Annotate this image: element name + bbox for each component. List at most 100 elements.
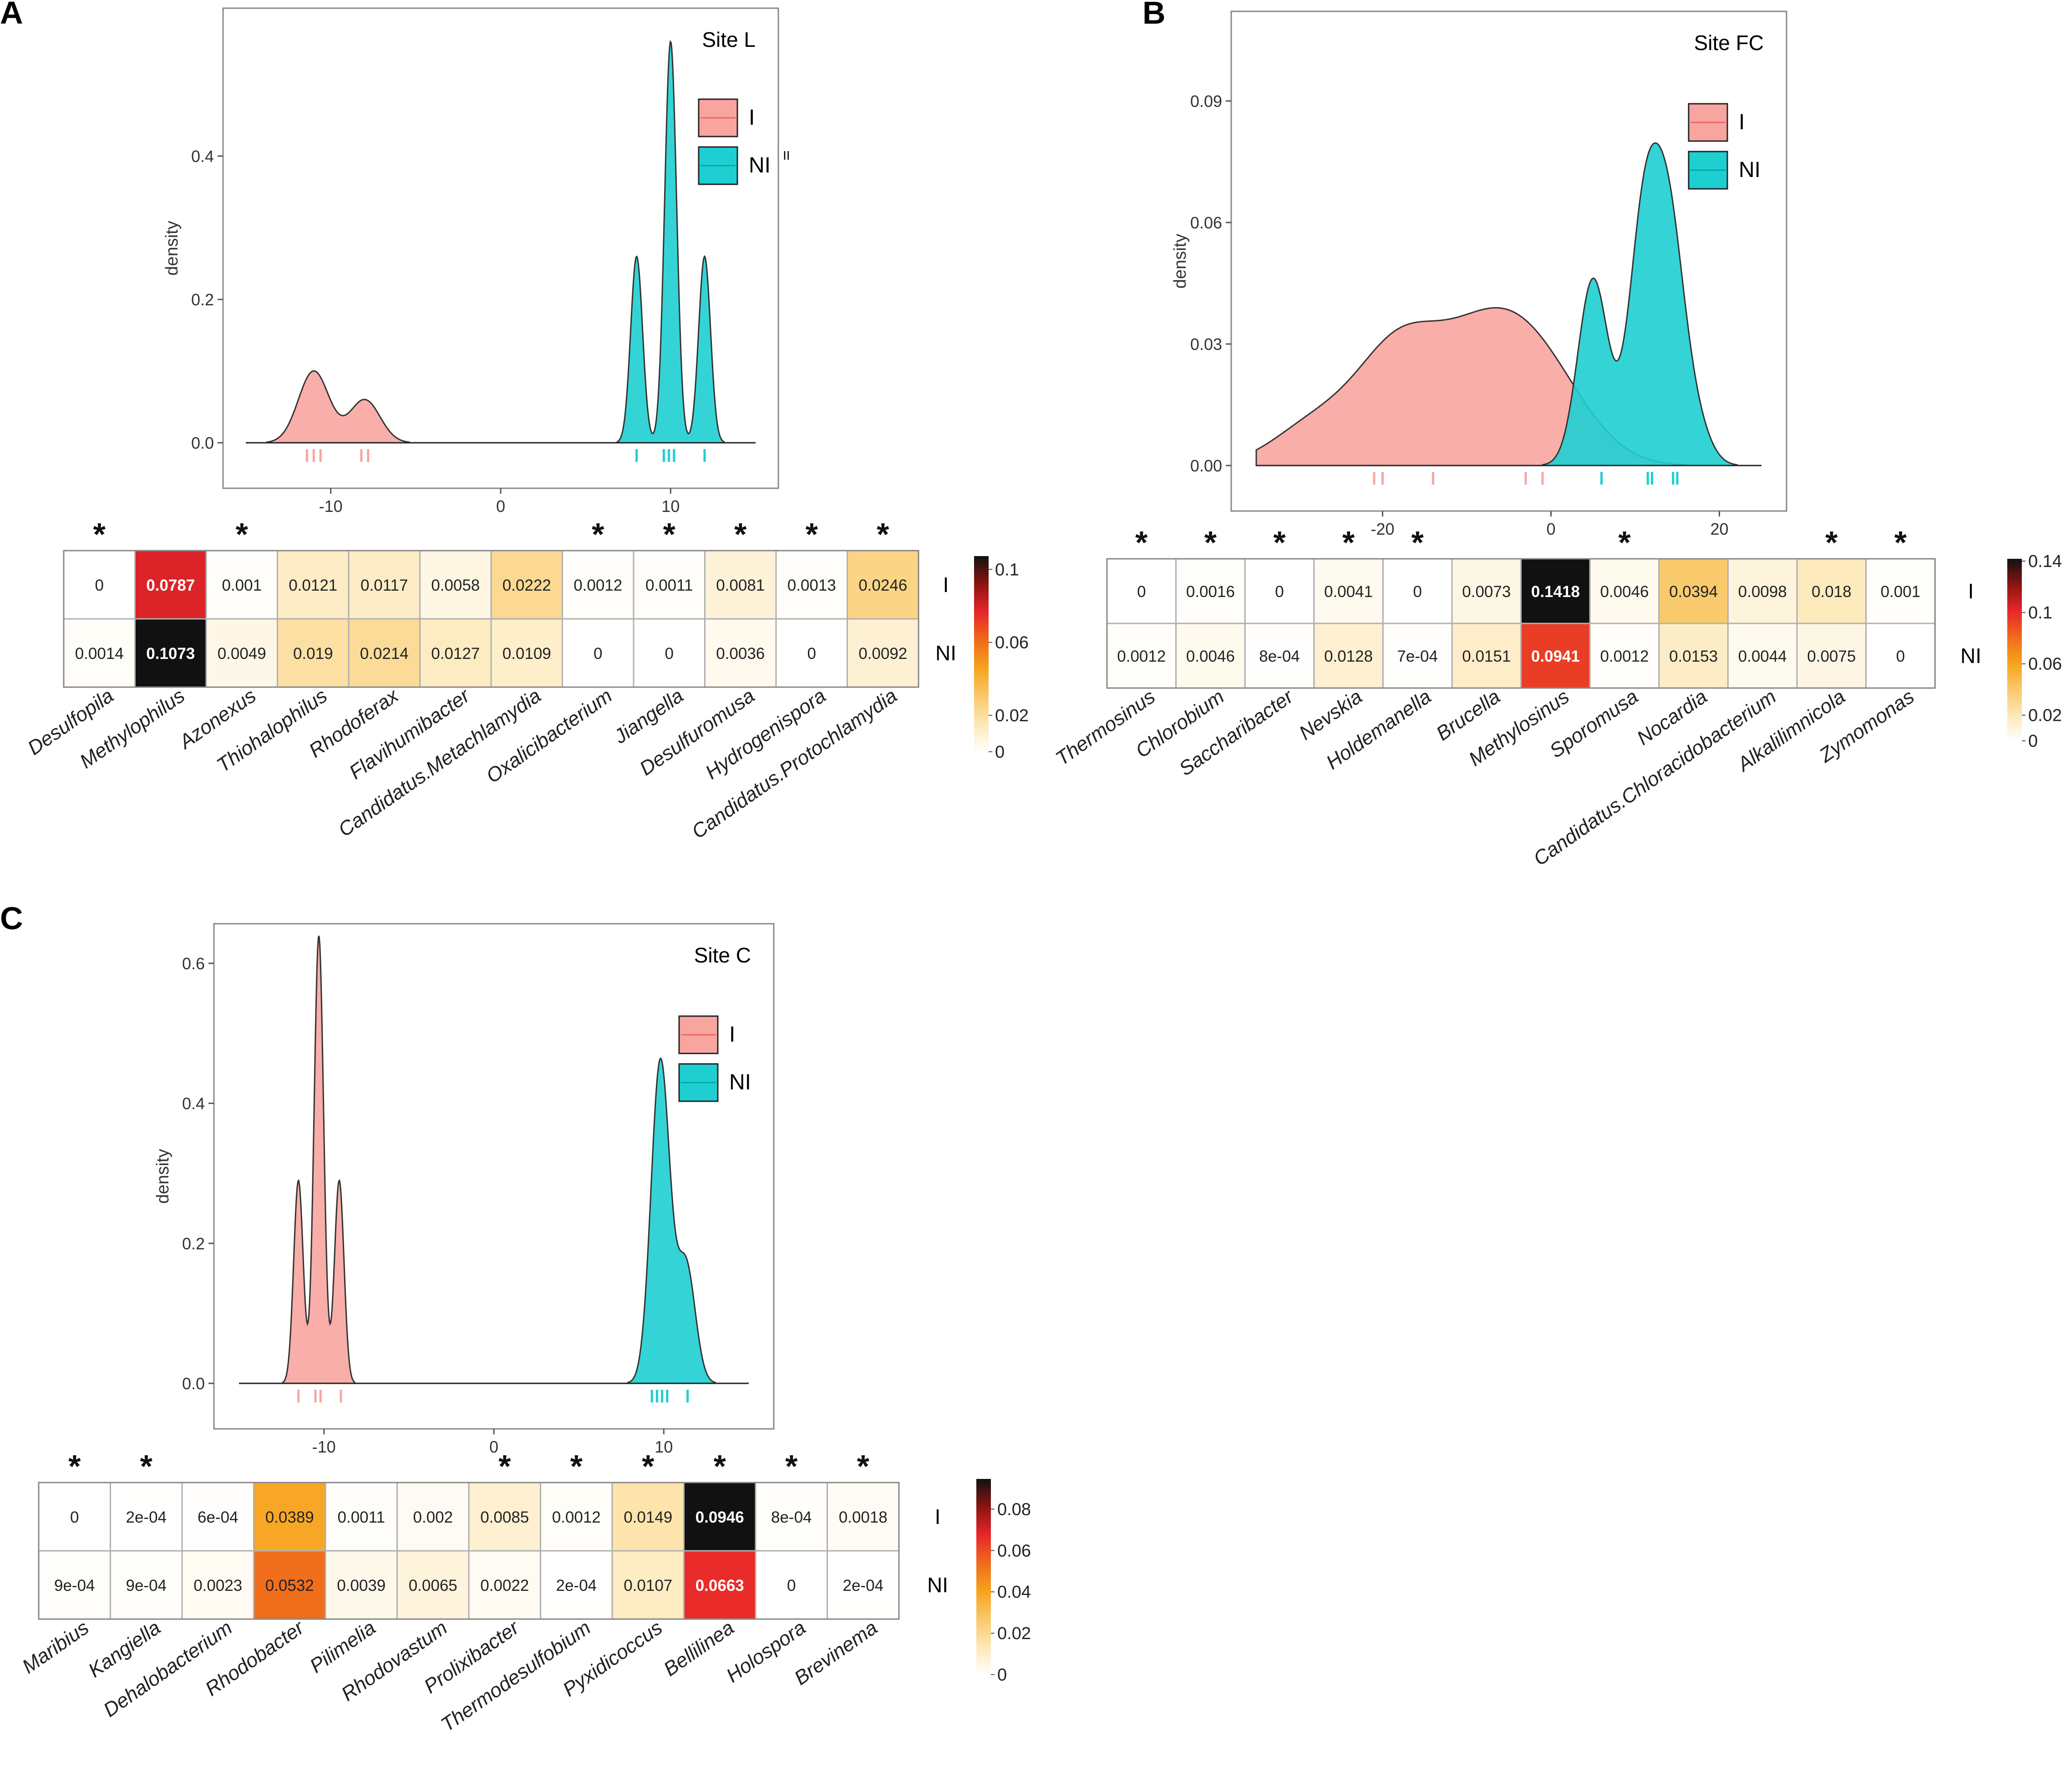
heatmap-cell-label: 0 — [665, 645, 674, 663]
heatmap-cell — [633, 618, 706, 688]
significance-star: * — [570, 1448, 583, 1484]
x-tick-label: 20 — [1710, 520, 1728, 538]
heatmap-column-label: Maribius — [18, 1616, 93, 1678]
panel-letter: A — [0, 0, 23, 30]
heatmap-cell-label: 2e-04 — [556, 1577, 597, 1595]
heatmap-cell-label: 0.0039 — [337, 1577, 386, 1595]
legend-label-i: I — [1739, 110, 1745, 134]
heatmap-column-label: Oxalicibacterium — [482, 684, 616, 788]
heatmap-cell-label: 0.0065 — [409, 1577, 457, 1595]
legend-superscript: II — [783, 148, 790, 162]
significance-star: * — [1411, 525, 1424, 560]
colorbar-tick-label: 0 — [997, 1665, 1007, 1685]
heatmap-cell-label: 2e-04 — [126, 1509, 167, 1526]
colorbar-tick-label: 0 — [995, 743, 1005, 762]
x-tick-label: -20 — [1371, 520, 1394, 538]
heatmap-cell-label: 0.0011 — [645, 577, 693, 594]
heatmap-cell-label: 0.0092 — [858, 645, 907, 663]
heatmap-cell-label: 0.0098 — [1738, 583, 1787, 601]
heatmap-column-label: Hydrogenispora — [701, 684, 830, 784]
x-tick-label: 10 — [655, 1438, 673, 1456]
colorbar-tick-label: 0.1 — [2028, 603, 2052, 623]
heatmap-cell-label: 0.018 — [1812, 583, 1852, 601]
heatmap-row-label: NI — [927, 1573, 948, 1597]
colorbar — [976, 1479, 991, 1675]
heatmap-cell — [253, 1482, 326, 1552]
legend-label-i: I — [729, 1023, 735, 1047]
heatmap-frame — [63, 550, 919, 688]
panel-c: C 0.0 0.2 0.4 0.6 -10 0 10 density Site C I NI 0 2e-0… — [0, 901, 1031, 1736]
density-area-i — [266, 370, 410, 444]
heatmap-cell-label: 0.001 — [222, 577, 262, 594]
heatmap-cell-label: 0.1418 — [1531, 583, 1580, 601]
x-tick-label: -10 — [319, 497, 343, 516]
heatmap-cell — [1520, 558, 1591, 624]
heatmap-cell — [775, 618, 848, 688]
heatmap-cell — [1865, 623, 1936, 689]
heatmap-cell-label: 0.0012 — [552, 1509, 601, 1526]
legend-label-ni: NI — [729, 1070, 751, 1094]
y-tick-label: 0.03 — [1190, 335, 1222, 354]
colorbar-tick-label: 0.04 — [997, 1583, 1031, 1602]
heatmap-cell-label: 8e-04 — [771, 1509, 812, 1526]
heatmap-row-label: NI — [935, 641, 956, 665]
heatmap-cell-label: 0 — [95, 577, 104, 594]
heatmap-cell-label: 2e-04 — [843, 1577, 883, 1595]
heatmap-cell-label: 0.0532 — [265, 1577, 314, 1595]
colorbar-tick-label: 0.06 — [995, 633, 1029, 653]
heatmap-cell-label: 0.0394 — [1669, 583, 1718, 601]
heatmap-cell-label: 9e-04 — [126, 1577, 167, 1595]
colorbar-tick-label: 0.08 — [997, 1500, 1031, 1519]
heatmap-cell-label: 0.0389 — [265, 1509, 314, 1526]
heatmap-cell-label: 0.0013 — [787, 577, 836, 594]
heatmap-cell — [253, 1550, 326, 1620]
colorbar-tick-label: 0.02 — [2028, 706, 2062, 725]
heatmap-frame — [1106, 558, 1936, 689]
heatmap-cell-label: 0.0022 — [480, 1577, 529, 1595]
significance-star: * — [1273, 525, 1286, 560]
heatmap-cell-label: 0.0012 — [1600, 648, 1649, 665]
significance-star: * — [785, 1448, 798, 1484]
heatmap-column-label: Dehalobacterium — [100, 1616, 237, 1721]
heatmap-cell-label: 0.0081 — [716, 577, 765, 594]
heatmap-cell — [1589, 623, 1660, 689]
significance-star: * — [1618, 525, 1631, 560]
significance-star: * — [1894, 525, 1907, 560]
significance-star: * — [498, 1448, 511, 1484]
colorbar-tick-label: 0.02 — [997, 1624, 1031, 1643]
heatmap-column-label: Saccharibacter — [1175, 685, 1298, 780]
colorbar-tick-label: 0.06 — [2028, 655, 2062, 674]
heatmap-cell-label: 0.0151 — [1462, 648, 1511, 665]
x-tick-label: 10 — [661, 497, 680, 516]
heatmap-cell — [490, 618, 563, 688]
y-tick-label: 0.4 — [191, 147, 214, 166]
heatmap-cell-label: 0.0023 — [193, 1577, 242, 1595]
heatmap-cell-label: 0.0012 — [574, 577, 622, 594]
heatmap-cell — [611, 1550, 685, 1620]
heatmap-cell — [1106, 623, 1177, 689]
legend-label-ni: NI — [1739, 158, 1761, 182]
heatmap-cell — [540, 1482, 613, 1552]
y-tick-label: 0.6 — [182, 954, 205, 973]
y-tick-label: 0.2 — [182, 1234, 205, 1253]
heatmap-cell-label: 0.1073 — [146, 645, 195, 663]
significance-star: * — [592, 516, 604, 552]
colorbar — [2007, 559, 2022, 741]
significance-star: * — [857, 1448, 870, 1484]
heatmap-cell-label: 0.0018 — [839, 1509, 888, 1526]
heatmap-cell — [1727, 623, 1798, 689]
heatmap-cell-label: 0.0073 — [1462, 583, 1511, 601]
heatmap-cell — [134, 550, 207, 620]
heatmap-cell-label: 0.0946 — [695, 1509, 744, 1526]
heatmap-cell-label: 0 — [70, 1509, 79, 1526]
heatmap-cell — [419, 550, 492, 620]
colorbar-tick-label: 0.06 — [997, 1541, 1031, 1560]
heatmap-cell-label: 0.0044 — [1738, 648, 1787, 665]
heatmap-row-label: I — [943, 573, 949, 597]
heatmap-column-label: Flavihumibacter — [345, 684, 474, 784]
density-area-ni — [627, 1057, 716, 1384]
heatmap-cell — [562, 550, 634, 620]
heatmap-cell-label: 0.0109 — [503, 645, 551, 663]
heatmap-cell — [110, 1482, 183, 1552]
y-tick-label: 0.00 — [1190, 456, 1222, 475]
